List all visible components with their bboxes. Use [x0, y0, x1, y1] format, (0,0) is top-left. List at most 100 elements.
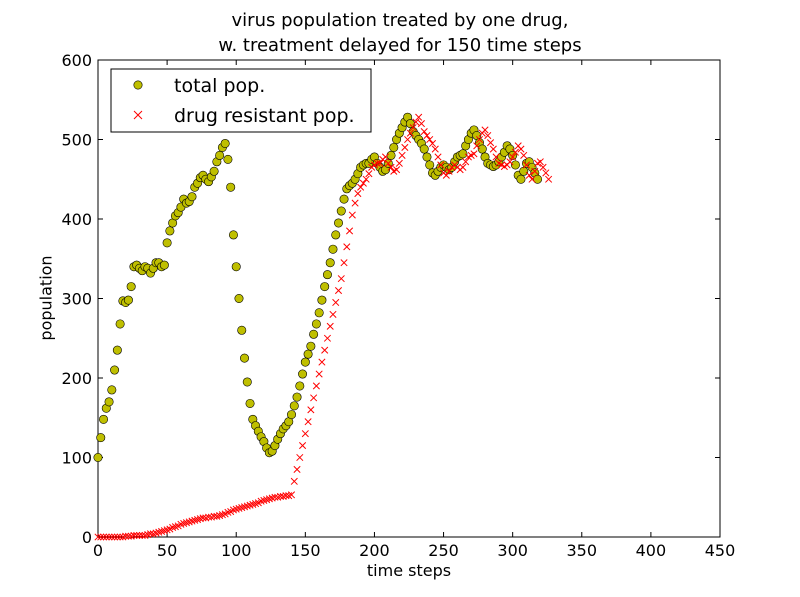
resistant-pop-point: [365, 170, 373, 178]
resistant-pop-point: [531, 167, 539, 175]
resistant-pop-point: [193, 515, 202, 524]
resistant-pop-point: [459, 163, 467, 171]
total-pop-point: [110, 365, 120, 375]
total-pop-point: [99, 414, 109, 424]
x-tick-label: 300: [497, 541, 528, 560]
total-pop-point: [123, 295, 133, 305]
resistant-pop-point: [475, 135, 484, 144]
resistant-pop-point: [409, 124, 417, 132]
resistant-pop-point: [249, 500, 257, 508]
total-pop-point: [325, 258, 335, 268]
resistant-pop-point: [343, 243, 351, 251]
resistant-pop-point: [323, 334, 332, 342]
resistant-pop-point: [315, 370, 323, 378]
resistant-pop-point: [520, 151, 528, 159]
total-pop-point: [320, 282, 330, 292]
total-pop-point: [228, 230, 238, 240]
resistant-pop-point: [102, 533, 110, 541]
resistant-pop-point: [94, 533, 102, 541]
resistant-pop-point: [434, 153, 442, 161]
total-pop-point: [334, 218, 344, 228]
resistant-pop-point: [412, 118, 420, 126]
x-tick-label: 350: [567, 541, 598, 560]
total-pop-point: [231, 262, 241, 272]
resistant-pop-point: [191, 516, 199, 524]
resistant-pop-point: [462, 158, 470, 166]
total-pop-point: [309, 329, 319, 339]
y-axis-label: population: [36, 255, 56, 341]
resistant-pop-point: [351, 199, 359, 207]
resistant-pop-point: [431, 145, 439, 153]
resistant-pop-point: [180, 519, 188, 528]
legend-label-resistant: drug resistant pop.: [174, 105, 355, 127]
total-pop-point: [223, 154, 233, 164]
legend-marker-total: [133, 80, 143, 90]
total-pop-point: [314, 308, 324, 318]
legend-box: [110, 68, 372, 133]
y-tick-label: 400: [61, 210, 92, 229]
total-pop-point: [115, 319, 125, 329]
resistant-pop-point: [122, 532, 130, 540]
resistant-pop-point: [285, 492, 293, 500]
x-tick-label: 200: [359, 541, 390, 560]
y-tick-label: 300: [61, 290, 92, 309]
resistant-pop-point: [312, 382, 320, 390]
resistant-pop-point: [155, 528, 163, 536]
resistant-pop-point: [260, 496, 268, 504]
resistant-pop-point: [108, 533, 116, 541]
total-pop-point: [331, 230, 341, 240]
total-pop-point: [311, 319, 321, 329]
resistant-pop-point: [318, 358, 326, 366]
resistant-pop-point: [304, 418, 312, 426]
resistant-pop-point: [160, 527, 168, 535]
total-pop-point: [292, 392, 302, 402]
resistant-pop-point: [130, 531, 138, 539]
resistant-pop-point: [387, 163, 395, 171]
resistant-pop-point: [506, 158, 514, 166]
resistant-pop-point: [301, 430, 309, 438]
y-tick-label: 500: [61, 131, 92, 150]
resistant-pop-point: [337, 275, 345, 283]
resistant-pop-point: [473, 142, 481, 150]
resistant-pop-point: [426, 135, 434, 144]
total-pop-point: [295, 381, 305, 391]
total-pop-point: [317, 295, 327, 305]
legend-marker-resistant: [133, 110, 143, 120]
total-pop-point: [245, 398, 255, 408]
resistant-pop-point: [99, 533, 108, 541]
resistant-pop-point: [287, 491, 296, 499]
resistant-pop-point: [428, 139, 437, 148]
total-pop-point: [104, 397, 114, 407]
chart-subtitle: w. treatment delayed for 150 time steps: [218, 35, 582, 56]
resistant-pop-point: [406, 129, 414, 137]
total-pop-point: [226, 182, 236, 192]
total-pop-point: [386, 150, 396, 160]
total-pop-point: [220, 138, 230, 148]
total-pop-point: [516, 174, 526, 184]
resistant-pop-point: [290, 477, 298, 485]
resistant-pop-point: [224, 508, 232, 516]
resistant-pop-point: [240, 503, 249, 511]
resistant-pop-point: [384, 159, 392, 167]
resistant-pop-point: [486, 139, 495, 147]
resistant-pop-point: [326, 322, 334, 330]
resistant-pop-point: [525, 171, 533, 179]
resistant-pop-point: [539, 163, 547, 171]
resistant-pop-point: [243, 502, 251, 510]
total-pop-point: [112, 345, 122, 355]
resistant-pop-point: [149, 530, 157, 538]
total-pop-point: [533, 174, 543, 184]
resistant-pop-point: [299, 442, 307, 450]
resistant-pop-point: [185, 518, 193, 526]
total-pop-point: [422, 152, 432, 162]
resistant-pop-point: [522, 161, 531, 169]
total-pop-point: [322, 270, 332, 280]
resistant-pop-point: [437, 161, 445, 169]
resistant-pop-point: [404, 135, 412, 144]
x-tick-label: 400: [636, 541, 667, 560]
total-pop-point: [234, 293, 244, 303]
total-pop-point: [339, 194, 349, 204]
resistant-pop-point: [415, 113, 423, 121]
total-pop-point: [510, 160, 520, 170]
